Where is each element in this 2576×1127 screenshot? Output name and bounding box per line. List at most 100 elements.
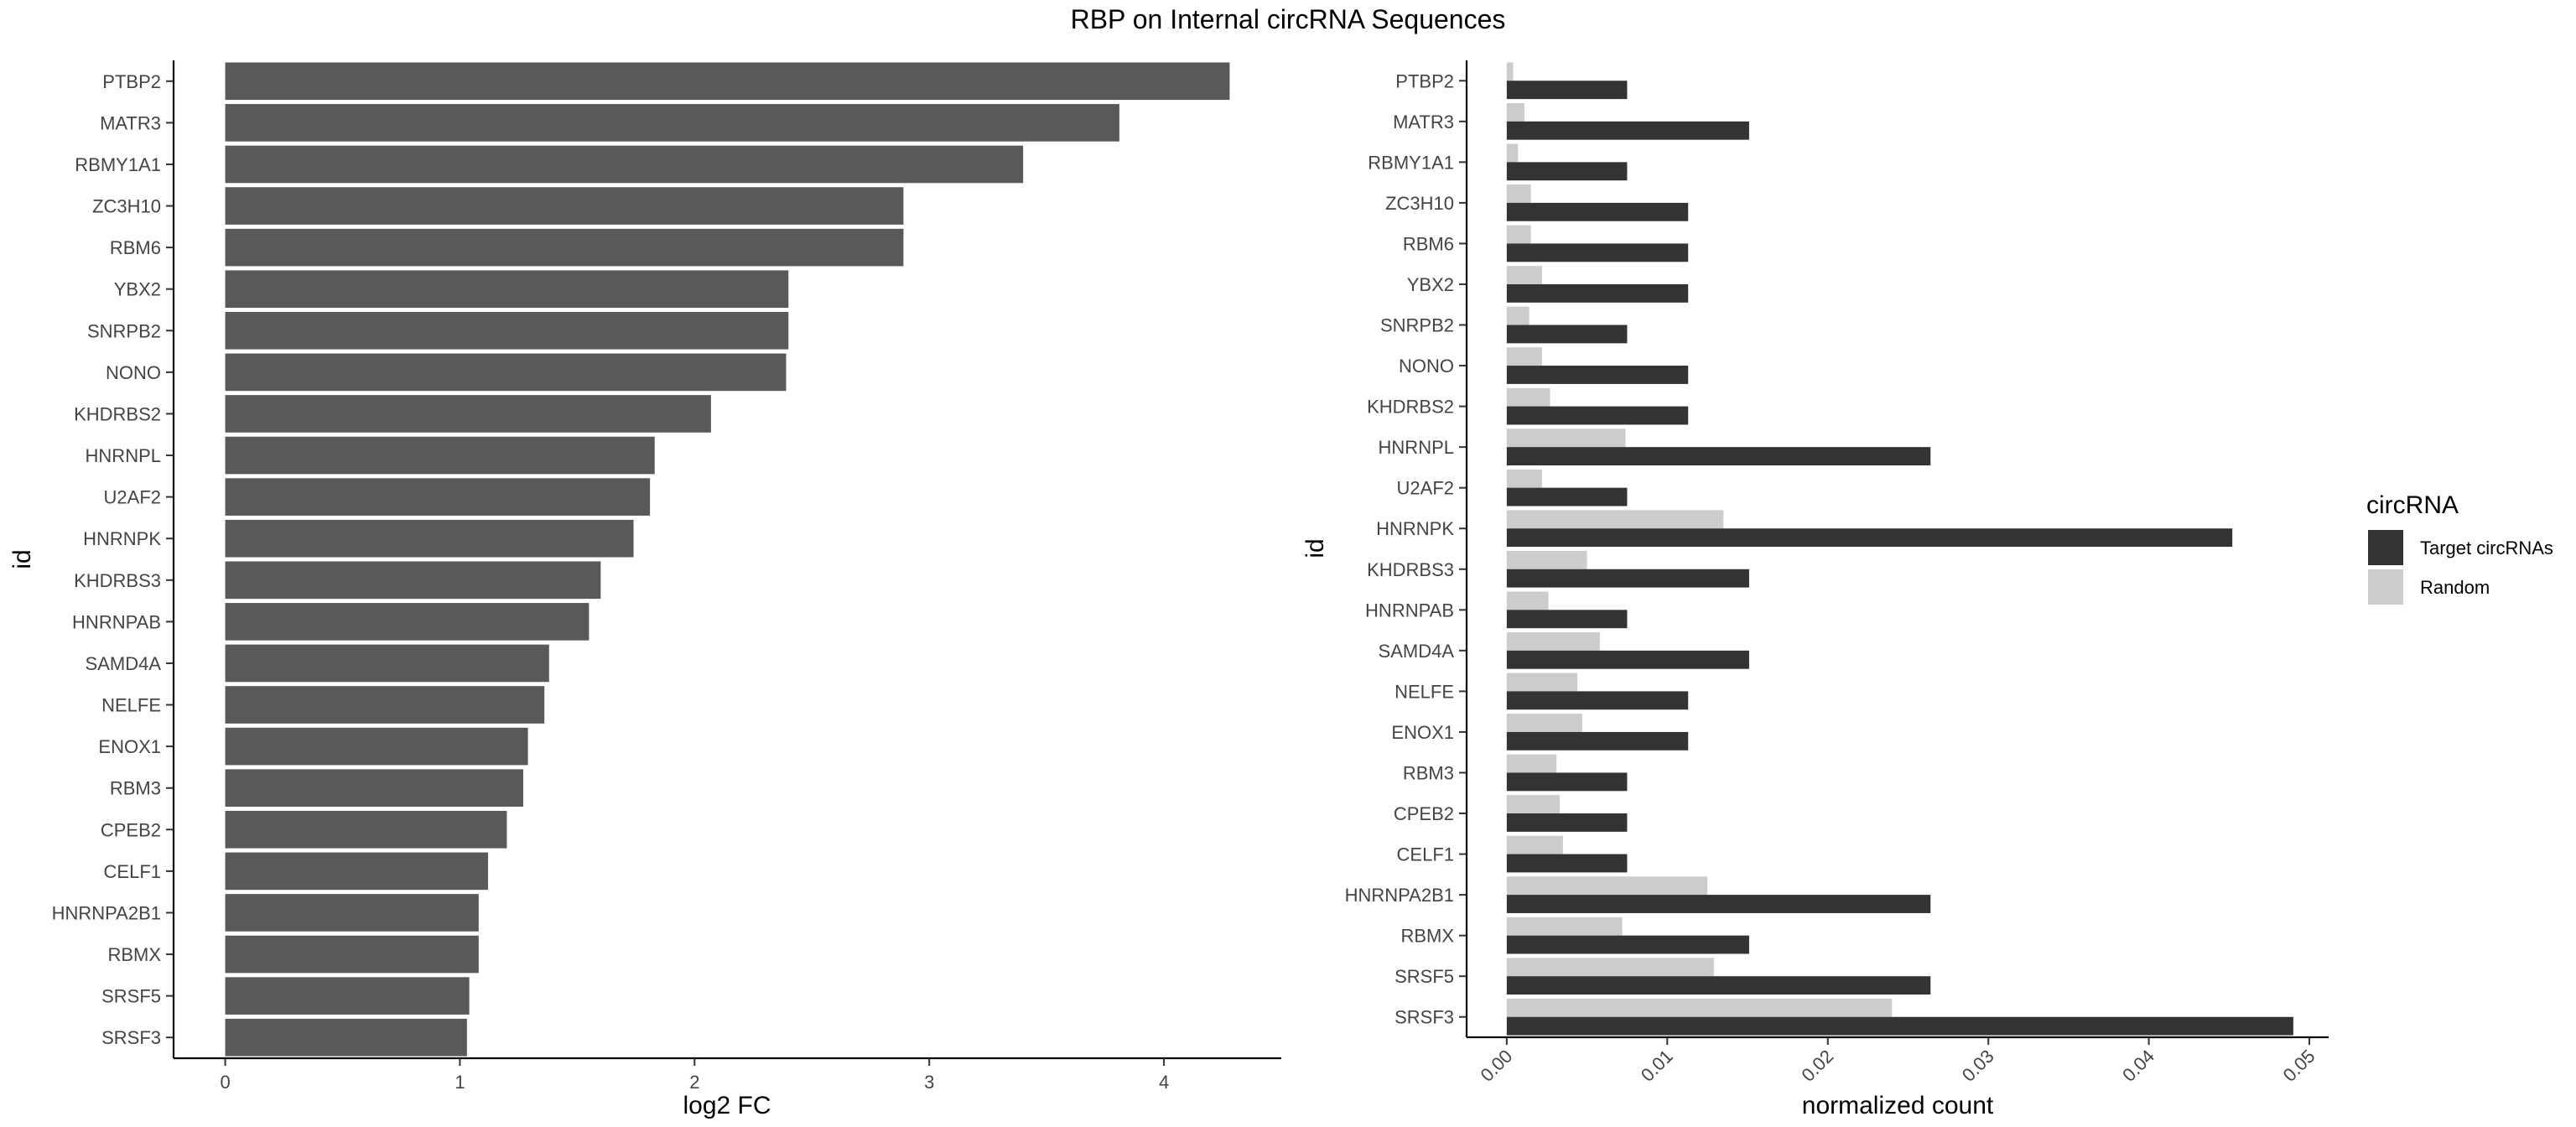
bar-target-nelfe — [1506, 691, 1689, 710]
bar-random-hnrnpa2b1 — [1506, 876, 1708, 896]
bar-random-u2af2 — [1506, 469, 1542, 488]
bar-target-enox1 — [1506, 731, 1689, 750]
bar-random-srsf5 — [1506, 958, 1714, 977]
right-y-tick-label: YBX2 — [1407, 274, 1454, 295]
bar-log2fc-u2af2 — [225, 478, 651, 516]
bar-random-snrpb2 — [1506, 306, 1530, 325]
bar-target-nono — [1506, 366, 1689, 384]
left-y-tick-label: CPEB2 — [101, 819, 161, 840]
left-y-ticks: PTBP2 MATR3 RBMY1A1 ZC3H10 RBM6 YBX2 SNRPB2 NON… — [52, 71, 174, 1048]
bar-log2fc-khdrbs3 — [225, 561, 601, 600]
right-x-tick-label: 0.01 — [1637, 1046, 1677, 1086]
left-y-tick-label: SNRPB2 — [87, 320, 161, 341]
right-y-tick-label: SAMD4A — [1379, 641, 1455, 662]
bar-log2fc-srsf5 — [225, 977, 470, 1015]
legend-key-random — [2368, 569, 2403, 605]
bar-target-srsf5 — [1506, 976, 1931, 995]
bar-target-cpeb2 — [1506, 813, 1628, 832]
bar-random-rbm3 — [1506, 754, 1557, 773]
left-y-tick-label: ENOX1 — [98, 736, 161, 757]
bar-random-samd4a — [1506, 632, 1600, 651]
left-y-tick-label: YBX2 — [114, 279, 161, 300]
legend-label-target: Target circRNAs — [2420, 538, 2553, 558]
bar-target-khdrbs2 — [1506, 406, 1689, 425]
left-bars — [225, 62, 1230, 1057]
left-y-tick-label: SRSF5 — [101, 986, 161, 1007]
bar-log2fc-srsf3 — [225, 1018, 467, 1057]
left-y-tick-label: HNRNPA2B1 — [52, 902, 161, 923]
left-y-tick-label: SAMD4A — [86, 653, 162, 674]
right-y-tick-label: RBMY1A1 — [1368, 152, 1454, 173]
right-x-tick-label: 0.04 — [2118, 1046, 2158, 1086]
right-x-ticks: 0.00 0.01 0.02 0.03 0.04 0.05 — [1476, 1037, 2319, 1086]
bar-target-hnrnpl — [1506, 447, 1931, 465]
legend-key-target — [2368, 530, 2403, 565]
right-y-tick-label: RBMX — [1400, 926, 1454, 947]
left-y-tick-label: CELF1 — [104, 861, 161, 882]
left-y-tick-label: RBM6 — [110, 237, 161, 258]
bar-log2fc-enox1 — [225, 727, 528, 766]
right-y-tick-label: ZC3H10 — [1385, 193, 1454, 214]
bar-random-hnrnpk — [1506, 510, 1724, 529]
left-x-tick-label: 4 — [1159, 1072, 1169, 1093]
right-x-axis-title: normalized count — [1802, 1092, 1994, 1119]
left-x-tick-label: 0 — [220, 1072, 230, 1093]
right-y-tick-label: HNRNPA2B1 — [1345, 885, 1454, 906]
right-y-tick-label: U2AF2 — [1397, 478, 1454, 499]
left-y-tick-label: U2AF2 — [104, 487, 161, 508]
right-x-tick-label: 0.03 — [1958, 1046, 1998, 1086]
bar-log2fc-rbm3 — [225, 769, 524, 808]
bar-log2fc-nelfe — [225, 686, 545, 724]
right-y-tick-label: SRSF3 — [1394, 1007, 1454, 1028]
right-x-tick-label: 0.05 — [2279, 1046, 2319, 1086]
bar-log2fc-snrpb2 — [225, 311, 789, 350]
right-y-tick-label: HNRNPK — [1376, 518, 1454, 539]
bar-target-samd4a — [1506, 650, 1749, 669]
right-bars — [1506, 62, 2293, 1036]
left-y-tick-label: RBM3 — [110, 778, 161, 799]
right-chart: PTBP2 MATR3 RBMY1A1 ZC3H10 RBM6 YBX2 SNRPB2 NON… — [1301, 60, 2329, 1119]
bar-random-khdrbs3 — [1506, 550, 1587, 569]
left-x-tick-label: 1 — [454, 1072, 465, 1093]
left-y-tick-label: PTBP2 — [102, 71, 161, 92]
bar-random-srsf3 — [1506, 998, 1893, 1017]
bar-target-khdrbs3 — [1506, 569, 1749, 588]
bar-log2fc-samd4a — [225, 644, 549, 683]
bar-target-rbm3 — [1506, 772, 1628, 792]
left-y-tick-label: HNRNPL — [86, 445, 161, 466]
right-x-tick-label: 0.00 — [1476, 1046, 1516, 1086]
bar-random-cpeb2 — [1506, 795, 1561, 814]
right-y-tick-label: KHDRBS3 — [1367, 559, 1454, 580]
right-y-tick-label: KHDRBS2 — [1367, 397, 1454, 418]
legend: circRNA Target circRNAs Random — [2366, 491, 2553, 605]
left-x-ticks: 0 1 2 3 4 — [220, 1058, 1169, 1093]
bar-target-rbmx — [1506, 935, 1749, 954]
bar-log2fc-matr3 — [225, 104, 1119, 142]
bar-log2fc-hnrnpab — [225, 603, 589, 641]
right-y-tick-label: MATR3 — [1393, 112, 1454, 132]
right-y-tick-label: CELF1 — [1397, 844, 1454, 865]
left-y-tick-label: ZC3H10 — [92, 196, 161, 217]
bar-log2fc-ptbp2 — [225, 62, 1230, 101]
bar-target-matr3 — [1506, 121, 1749, 140]
bar-log2fc-celf1 — [225, 852, 489, 891]
bar-random-matr3 — [1506, 102, 1524, 122]
bar-target-hnrnpk — [1506, 528, 2233, 548]
bar-random-nelfe — [1506, 673, 1578, 692]
bar-random-rbmy1a1 — [1506, 143, 1519, 163]
bar-target-snrpb2 — [1506, 325, 1628, 344]
bar-target-ybx2 — [1506, 283, 1689, 303]
right-y-ticks: PTBP2 MATR3 RBMY1A1 ZC3H10 RBM6 YBX2 SNRPB2 NON… — [1345, 70, 1467, 1028]
right-y-tick-label: HNRNPL — [1379, 437, 1454, 458]
legend-title: circRNA — [2366, 491, 2459, 519]
bar-log2fc-khdrbs2 — [225, 395, 711, 433]
right-y-tick-label: SNRPB2 — [1380, 315, 1454, 336]
left-y-axis-title: id — [8, 549, 36, 569]
bar-log2fc-ybx2 — [225, 270, 789, 309]
bar-log2fc-rbmy1a1 — [225, 145, 1024, 184]
left-y-tick-label: RBMY1A1 — [75, 154, 161, 175]
bar-log2fc-nono — [225, 353, 787, 392]
bar-log2fc-hnrnpl — [225, 436, 655, 475]
left-y-tick-label: NONO — [106, 362, 161, 383]
